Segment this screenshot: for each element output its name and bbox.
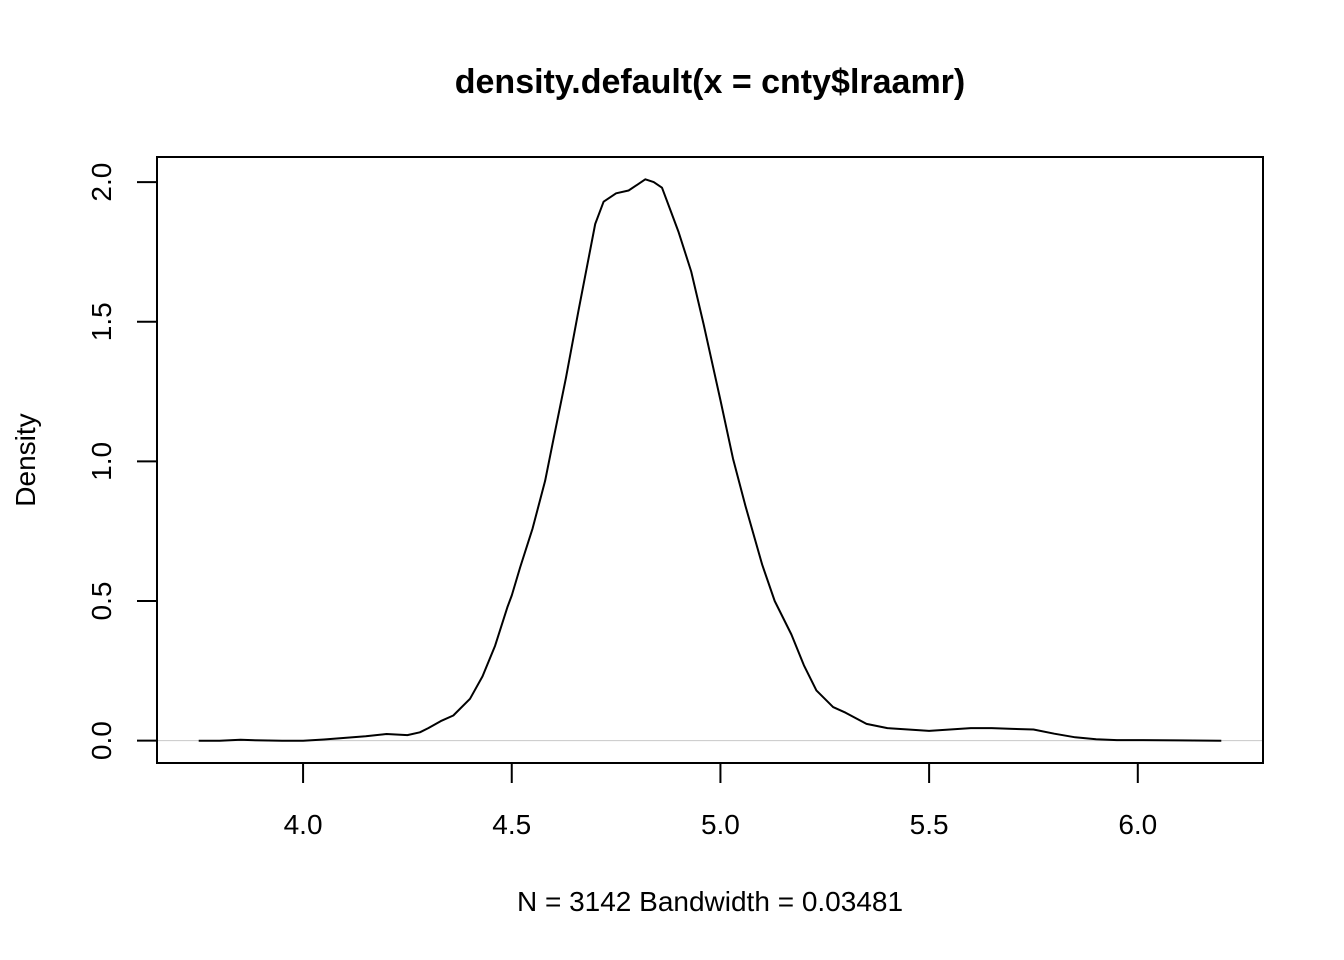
x-tick-label: 4.0 (284, 809, 323, 840)
y-tick-label: 1.5 (86, 302, 117, 341)
y-tick-label: 2.0 (86, 163, 117, 202)
x-tick-label: 5.0 (701, 809, 740, 840)
plot-frame (156, 156, 1264, 764)
y-tick-label: 0.0 (86, 721, 117, 760)
y-tick-label: 0.5 (86, 582, 117, 621)
x-tick-label: 6.0 (1118, 809, 1157, 840)
x-tick-label: 5.5 (910, 809, 949, 840)
x-axis-label: N = 3142 Bandwidth = 0.03481 (517, 886, 903, 917)
density-curve (198, 178, 1222, 742)
x-tick-label: 4.5 (492, 809, 531, 840)
chart-title: density.default(x = cnty$lraamr) (455, 63, 965, 101)
y-axis-label: Density (10, 413, 41, 506)
y-axis: 0.0 0.5 1.0 1.5 2.0 (86, 163, 158, 760)
y-tick-label: 1.0 (86, 442, 117, 481)
x-axis: 4.0 4.5 5.0 5.5 6.0 (284, 762, 1157, 840)
